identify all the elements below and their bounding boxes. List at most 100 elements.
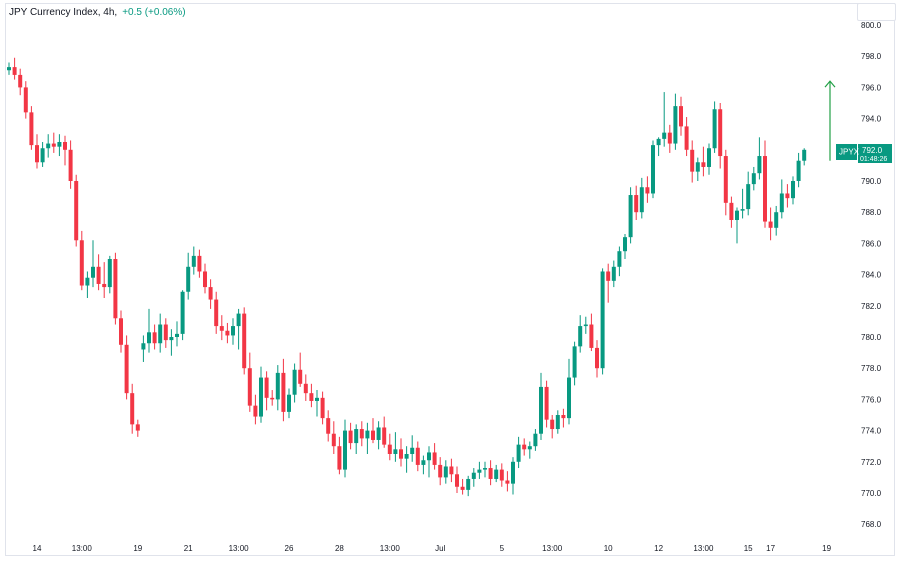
candle-body — [779, 193, 784, 213]
candle-body — [628, 195, 633, 238]
candle — [712, 101, 717, 153]
candle — [113, 252, 118, 325]
candle — [460, 478, 465, 495]
time-tick-label: 13:00 — [693, 544, 714, 553]
candle — [264, 371, 269, 411]
candle — [91, 240, 95, 288]
candle — [471, 468, 476, 487]
candle-body — [46, 143, 51, 149]
candle — [219, 315, 224, 341]
price-tag-symbol-box — [836, 144, 857, 160]
symbol-title: JPY Currency Index, 4h, — [9, 7, 118, 18]
candle — [690, 140, 695, 183]
candle-body — [488, 468, 493, 479]
candle — [466, 475, 471, 497]
candle-body — [225, 330, 230, 336]
candle — [208, 279, 213, 309]
candle-body — [79, 240, 84, 286]
candle-body — [130, 393, 135, 425]
candle — [169, 329, 174, 356]
candle — [645, 176, 650, 203]
candle — [130, 383, 135, 434]
candle — [18, 68, 23, 96]
candle — [729, 196, 734, 228]
time-tick-label: 13:00 — [542, 544, 563, 553]
candle-body — [611, 266, 616, 281]
candle — [477, 461, 482, 479]
candle — [107, 255, 112, 294]
candle — [186, 252, 191, 300]
candle — [740, 188, 745, 219]
candle-body — [763, 156, 767, 222]
candle-body — [712, 109, 717, 149]
time-tick-label: 15 — [744, 544, 753, 553]
candle-body — [735, 210, 739, 220]
candle-body — [600, 271, 605, 369]
time-tick-label: 13:00 — [380, 544, 401, 553]
price-tag-symbol: JPYX — [839, 148, 860, 157]
time-axis[interactable]: 14 13:00 19 21 13:00 26 28 13:00 Jul 5 13:00 10 12 13… — [33, 544, 832, 553]
candle — [343, 419, 347, 478]
candle-body — [281, 372, 286, 412]
candle — [231, 318, 235, 345]
candle — [236, 308, 241, 350]
candle — [163, 318, 168, 348]
candle-body — [18, 74, 23, 88]
candle-body — [740, 209, 745, 211]
candle — [40, 142, 45, 167]
candle-body — [751, 173, 756, 185]
candle-body — [51, 143, 56, 147]
symbol-legend[interactable]: JPY Currency Index, 4h, +0.5 (+0.06%) — [9, 7, 186, 18]
time-tick-label: 26 — [285, 544, 294, 553]
candle-body — [63, 142, 67, 150]
candle-body — [578, 326, 583, 347]
candle — [572, 341, 577, 386]
candle-body — [421, 460, 426, 465]
candle-body — [175, 333, 179, 337]
candle — [768, 207, 773, 241]
candle — [583, 316, 588, 334]
candle — [634, 185, 639, 220]
price-tick-label: 800.0 — [861, 21, 882, 30]
price-axis[interactable]: 800.0 798.0 796.0 794.0 792.0 790.0 788.0 786.0… — [861, 21, 882, 529]
time-tick-label: 5 — [500, 544, 505, 553]
candle — [331, 421, 336, 454]
candle-body — [768, 221, 773, 228]
candle — [320, 391, 325, 425]
price-tick-label: 780.0 — [861, 333, 882, 342]
price-tick-label: 768.0 — [861, 520, 882, 529]
candle — [561, 408, 566, 428]
candle — [309, 383, 314, 408]
candle-body — [723, 156, 728, 203]
candle-body — [533, 433, 538, 447]
candle — [746, 171, 751, 216]
candle — [348, 422, 353, 450]
candle-body — [315, 397, 319, 401]
candle — [147, 308, 151, 353]
candle — [253, 394, 258, 425]
candle-body — [499, 469, 504, 481]
candle — [505, 471, 510, 492]
candle — [203, 263, 207, 294]
price-tick-label: 772.0 — [861, 458, 882, 467]
candle-body — [701, 162, 706, 167]
candle — [735, 207, 739, 244]
candle — [617, 246, 622, 277]
candle-body — [432, 452, 437, 465]
candle — [35, 134, 39, 169]
candle-body — [23, 87, 28, 113]
candle-body — [152, 332, 157, 344]
candle — [673, 93, 678, 150]
candle-body — [7, 67, 11, 71]
candle-body — [214, 299, 219, 327]
candle — [12, 57, 17, 80]
candle-body — [371, 430, 375, 440]
up-arrow-annotation — [824, 80, 836, 161]
candle — [242, 307, 247, 375]
candle — [432, 443, 437, 470]
chart-corner-button[interactable] — [857, 3, 896, 21]
candle — [774, 205, 779, 236]
candle-body — [197, 255, 202, 272]
candle — [438, 457, 443, 486]
